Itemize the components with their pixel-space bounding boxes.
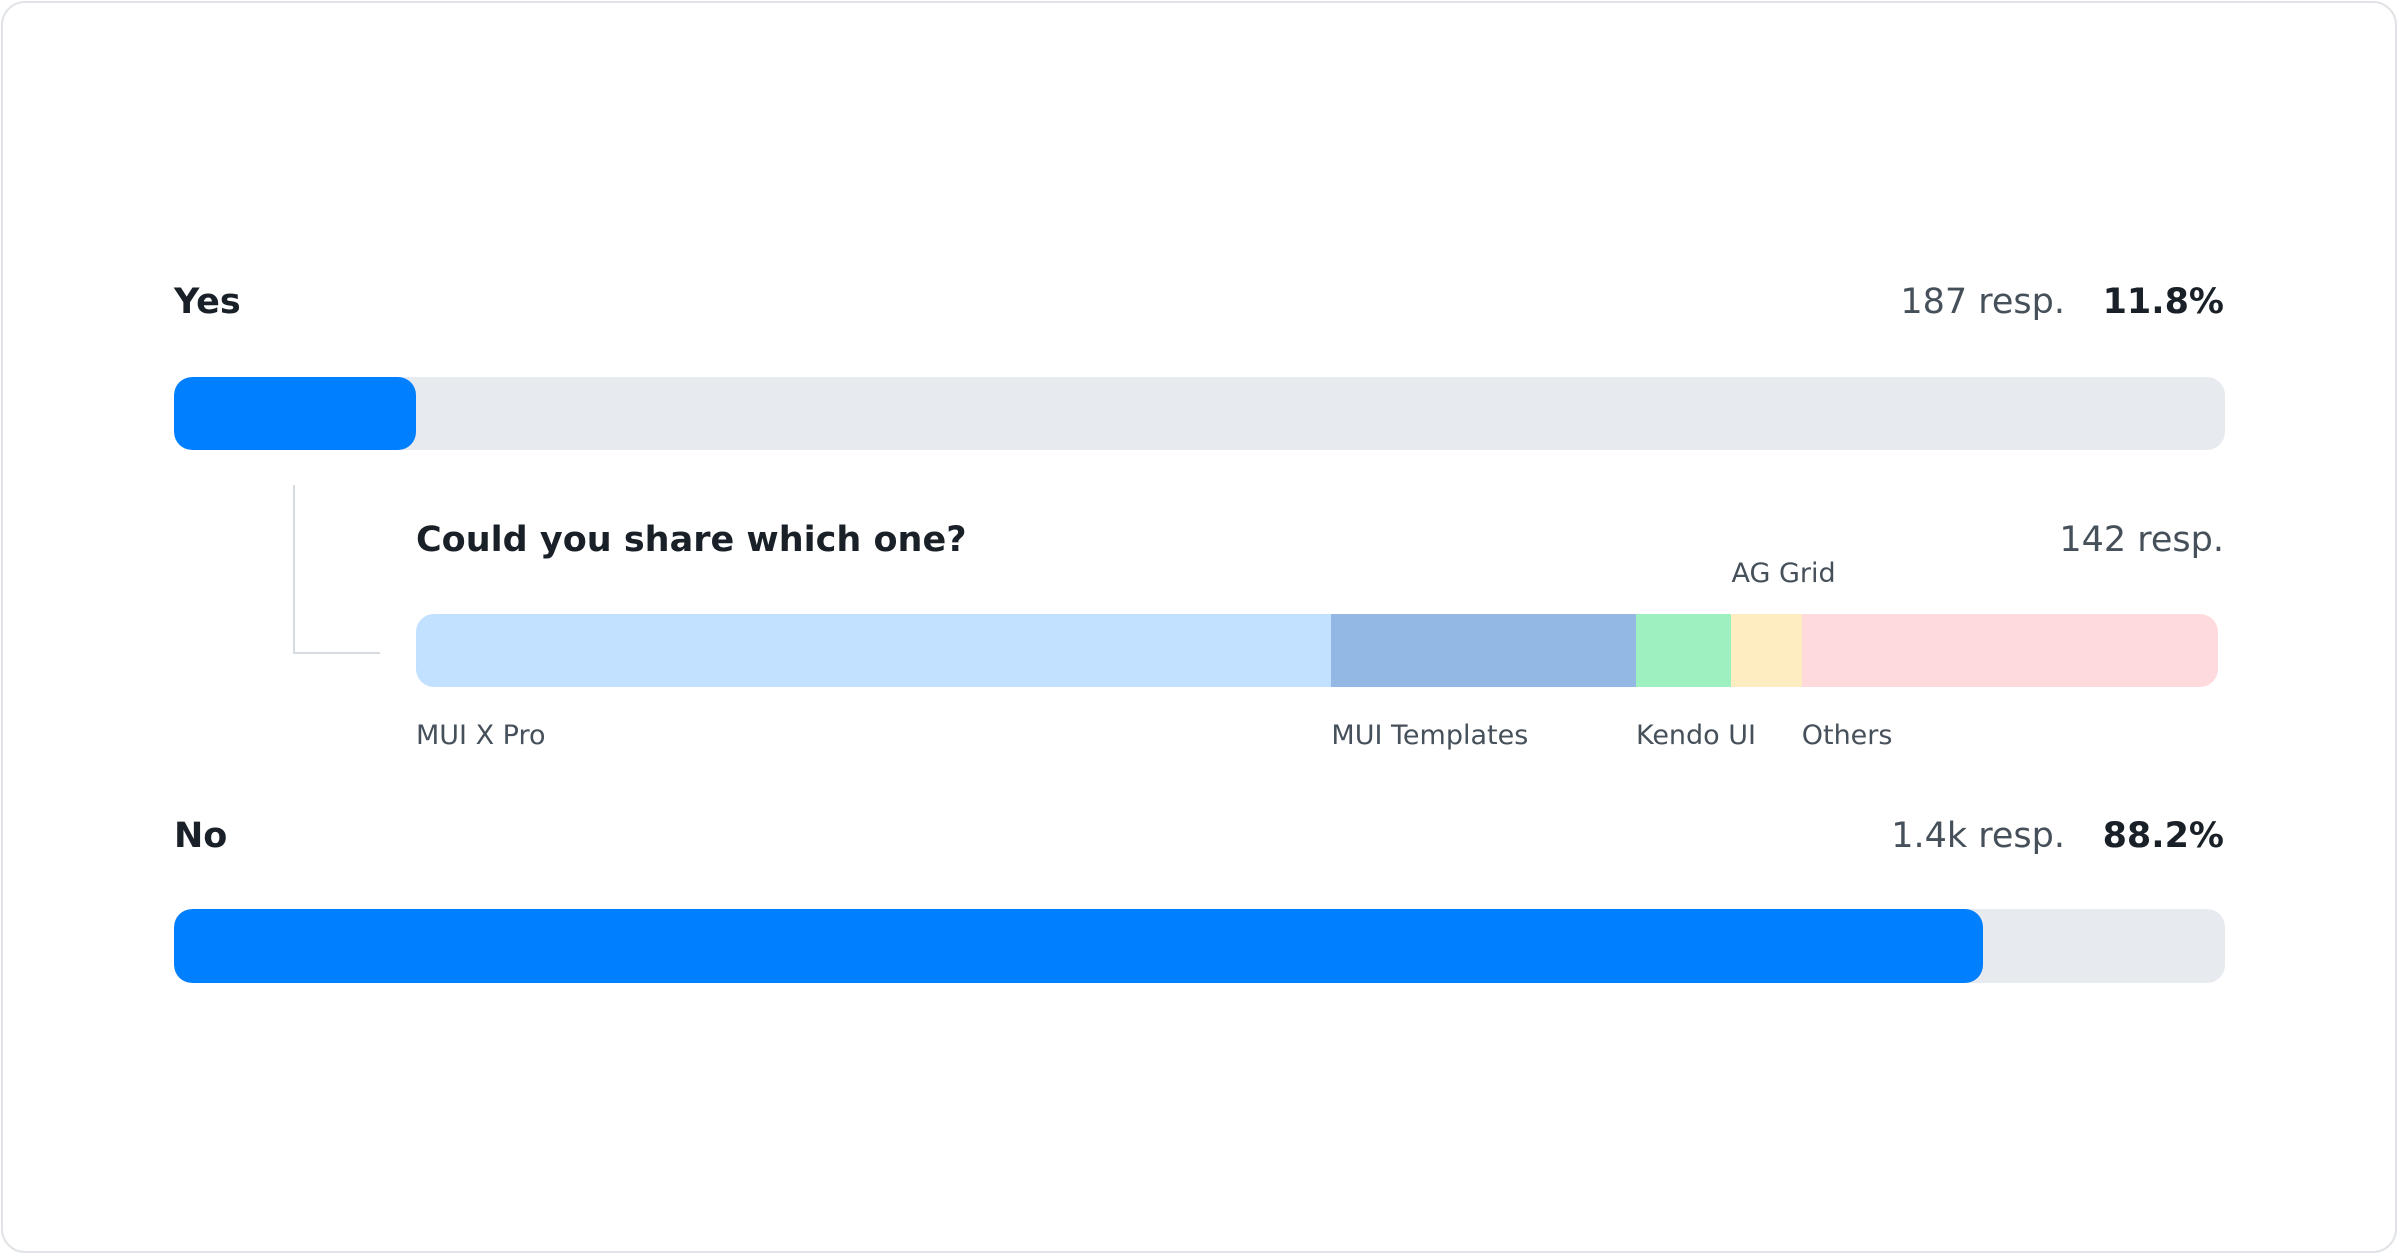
segment-label-ag-grid: AG Grid <box>1731 558 1836 589</box>
segment-ag-grid <box>1731 614 1802 687</box>
connector-line <box>293 485 380 654</box>
sub-question-responses: 142 resp. <box>2059 520 2224 560</box>
bar-fill-no <box>174 909 1983 983</box>
percent-no: 88.2% <box>2102 816 2224 856</box>
segment-mui-x-pro <box>416 614 1332 687</box>
segment-label-kendo-ui: Kendo UI <box>1635 720 1757 751</box>
stacked-bar <box>416 614 2218 687</box>
responses-no: 1.4k resp. <box>1891 816 2065 856</box>
percent-yes: 11.8% <box>2102 282 2224 322</box>
segment-mui-templates <box>1331 614 1636 687</box>
segment-others <box>1801 614 2218 687</box>
sub-question-title: Could you share which one? <box>416 520 967 560</box>
bar-track-yes <box>174 377 2225 450</box>
option-label-no: No <box>174 816 228 856</box>
segment-label-mui-templates: MUI Templates <box>1331 720 1529 751</box>
bar-track-no <box>174 909 2225 983</box>
segment-label-others: Others <box>1801 720 1893 751</box>
segment-kendo-ui <box>1635 614 1732 687</box>
bar-fill-yes <box>174 377 417 450</box>
option-label-yes: Yes <box>174 282 241 322</box>
responses-yes: 187 resp. <box>1900 282 2065 322</box>
segment-label-mui-x-pro: MUI X Pro <box>416 720 546 751</box>
